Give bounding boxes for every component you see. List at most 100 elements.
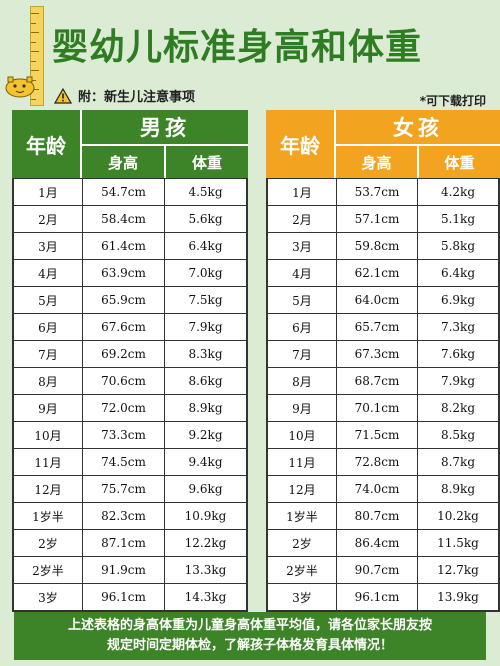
- table-row: 2岁 87.1cm 12.2kg: [14, 529, 246, 556]
- table-row: 8月 70.6cm 8.6kg: [14, 367, 246, 394]
- weight-cell: 7.3kg: [417, 314, 498, 340]
- height-cell: 53.7cm: [336, 179, 417, 205]
- weight-cell: 6.4kg: [164, 233, 246, 259]
- weight-cell: 10.2kg: [417, 503, 498, 529]
- height-header: 身高: [361, 153, 392, 172]
- height-cell: 65.7cm: [336, 314, 417, 340]
- weight-cell: 9.2kg: [164, 422, 246, 448]
- ruler-tick: [31, 32, 39, 33]
- newborn-note: 附：新生儿注意事项: [54, 86, 195, 105]
- ruler-tick: [31, 70, 39, 71]
- age-cell: 5月: [292, 293, 312, 308]
- table-row: 3岁 96.1cm 14.3kg: [14, 583, 246, 610]
- weight-cell: 8.5kg: [417, 422, 498, 448]
- weight-cell: 12.7kg: [417, 557, 498, 583]
- age-cell: 3岁: [38, 590, 58, 605]
- girls-table: 年龄 女孩 身高 体重 1月 53.7cm 4.2kg 2月 57.1cm 5.1kg 3月…: [266, 110, 500, 612]
- weight-cell: 4.5kg: [164, 179, 246, 205]
- height-cell: 71.5cm: [336, 422, 417, 448]
- height-cell: 69.2cm: [82, 341, 164, 367]
- ruler-tick: [31, 22, 36, 24]
- note-text: 附：新生儿注意事项: [78, 90, 196, 105]
- weight-cell: 13.3kg: [164, 557, 246, 583]
- print-note: *可下载打印: [419, 94, 486, 108]
- height-cell: 75.7cm: [82, 476, 164, 502]
- height-cell: 82.3cm: [82, 503, 164, 529]
- table-row: 12月 75.7cm 9.6kg: [14, 475, 246, 502]
- ruler-tick: [31, 79, 36, 81]
- weight-cell: 6.9kg: [417, 287, 498, 313]
- weight-cell: 8.9kg: [164, 395, 246, 421]
- girls-table-body: 1月 53.7cm 4.2kg 2月 57.1cm 5.1kg 3月 59.8cm 5.8kg 4…: [266, 178, 500, 612]
- table-row: 5月 64.0cm 6.9kg: [268, 286, 498, 313]
- boys-table-body: 1月 54.7cm 4.5kg 2月 58.4cm 5.6kg 3月 61.4cm 6.4kg 4…: [12, 178, 248, 612]
- age-cell: 4月: [292, 266, 312, 281]
- height-cell: 68.7cm: [336, 368, 417, 394]
- weight-cell: 8.6kg: [164, 368, 246, 394]
- weight-cell: 4.2kg: [417, 179, 498, 205]
- weight-cell: 10.9kg: [164, 503, 246, 529]
- height-cell: 72.8cm: [336, 449, 417, 475]
- ruler-tick: [31, 98, 36, 100]
- age-cell: 2岁: [292, 536, 312, 551]
- age-cell: 3岁: [292, 590, 312, 605]
- height-cell: 80.7cm: [336, 503, 417, 529]
- table-row: 1月 54.7cm 4.5kg: [14, 178, 246, 205]
- table-row: 11月 74.5cm 9.4kg: [14, 448, 246, 475]
- height-cell: 67.6cm: [82, 314, 164, 340]
- age-cell: 3月: [292, 239, 312, 254]
- weight-cell: 9.4kg: [164, 449, 246, 475]
- age-cell: 9月: [292, 401, 312, 416]
- age-cell: 2岁半: [32, 563, 64, 578]
- ruler-graphic: [30, 6, 44, 106]
- table-row: 3月 61.4cm 6.4kg: [14, 232, 246, 259]
- age-cell: 1月: [38, 185, 58, 200]
- boys-title: 男孩: [82, 110, 248, 146]
- weight-cell: 9.6kg: [164, 476, 246, 502]
- table-row: 11月 72.8cm 8.7kg: [268, 448, 498, 475]
- table-row: 4月 63.9cm 7.0kg: [14, 259, 246, 286]
- table-row: 10月 73.3cm 9.2kg: [14, 421, 246, 448]
- table-row: 9月 70.1cm 8.2kg: [268, 394, 498, 421]
- table-row: 2月 57.1cm 5.1kg: [268, 205, 498, 232]
- weight-cell: 5.1kg: [417, 206, 498, 232]
- cartoon-animal-icon: [5, 76, 35, 98]
- page-title: 婴幼儿标准身高和体重: [52, 27, 423, 68]
- ruler-tick: [31, 41, 36, 43]
- table-row: 6月 67.6cm 7.9kg: [14, 313, 246, 340]
- age-cell: 12月: [288, 482, 316, 497]
- age-cell: 1岁半: [286, 509, 318, 524]
- age-cell: 8月: [292, 374, 312, 389]
- age-cell: 6月: [292, 320, 312, 335]
- age-cell: 8月: [38, 374, 58, 389]
- boys-table: 年龄 男孩 身高 体重 1月 54.7cm 4.5kg 2月 58.4cm 5.6kg 3月…: [12, 110, 248, 612]
- ruler-tick: [31, 51, 39, 52]
- weight-cell: 8.7kg: [417, 449, 498, 475]
- table-row: 8月 68.7cm 7.9kg: [268, 367, 498, 394]
- age-cell: 3月: [38, 239, 58, 254]
- footer-note: 上述表格的身高体重为儿童身高体重平均值，请各位家长朋友按 规定时间定期体检，了解…: [14, 612, 486, 660]
- weight-cell: 6.4kg: [417, 260, 498, 286]
- age-cell: 1岁半: [32, 509, 64, 524]
- weight-cell: 11.5kg: [417, 530, 498, 556]
- weight-header: 体重: [417, 146, 500, 178]
- table-row: 3月 59.8cm 5.8kg: [268, 232, 498, 259]
- table-row: 7月 69.2cm 8.3kg: [14, 340, 246, 367]
- table-row: 1岁半 80.7cm 10.2kg: [268, 502, 498, 529]
- ruler-tick: [31, 89, 39, 90]
- age-cell: 11月: [34, 455, 62, 470]
- table-row: 4月 62.1cm 6.4kg: [268, 259, 498, 286]
- height-cell: 96.1cm: [82, 584, 164, 610]
- weight-cell: 8.3kg: [164, 341, 246, 367]
- height-cell: 90.7cm: [336, 557, 417, 583]
- age-header: 年龄: [12, 110, 82, 178]
- height-cell: 57.1cm: [336, 206, 417, 232]
- weight-cell: 7.9kg: [417, 368, 498, 394]
- height-cell: 67.3cm: [336, 341, 417, 367]
- warning-icon: [54, 87, 72, 104]
- height-cell: 65.9cm: [82, 287, 164, 313]
- weight-header: 体重: [164, 146, 248, 178]
- table-row: 12月 74.0cm 8.9kg: [268, 475, 498, 502]
- age-cell: 10月: [34, 428, 62, 443]
- table-row: 2岁 86.4cm 11.5kg: [268, 529, 498, 556]
